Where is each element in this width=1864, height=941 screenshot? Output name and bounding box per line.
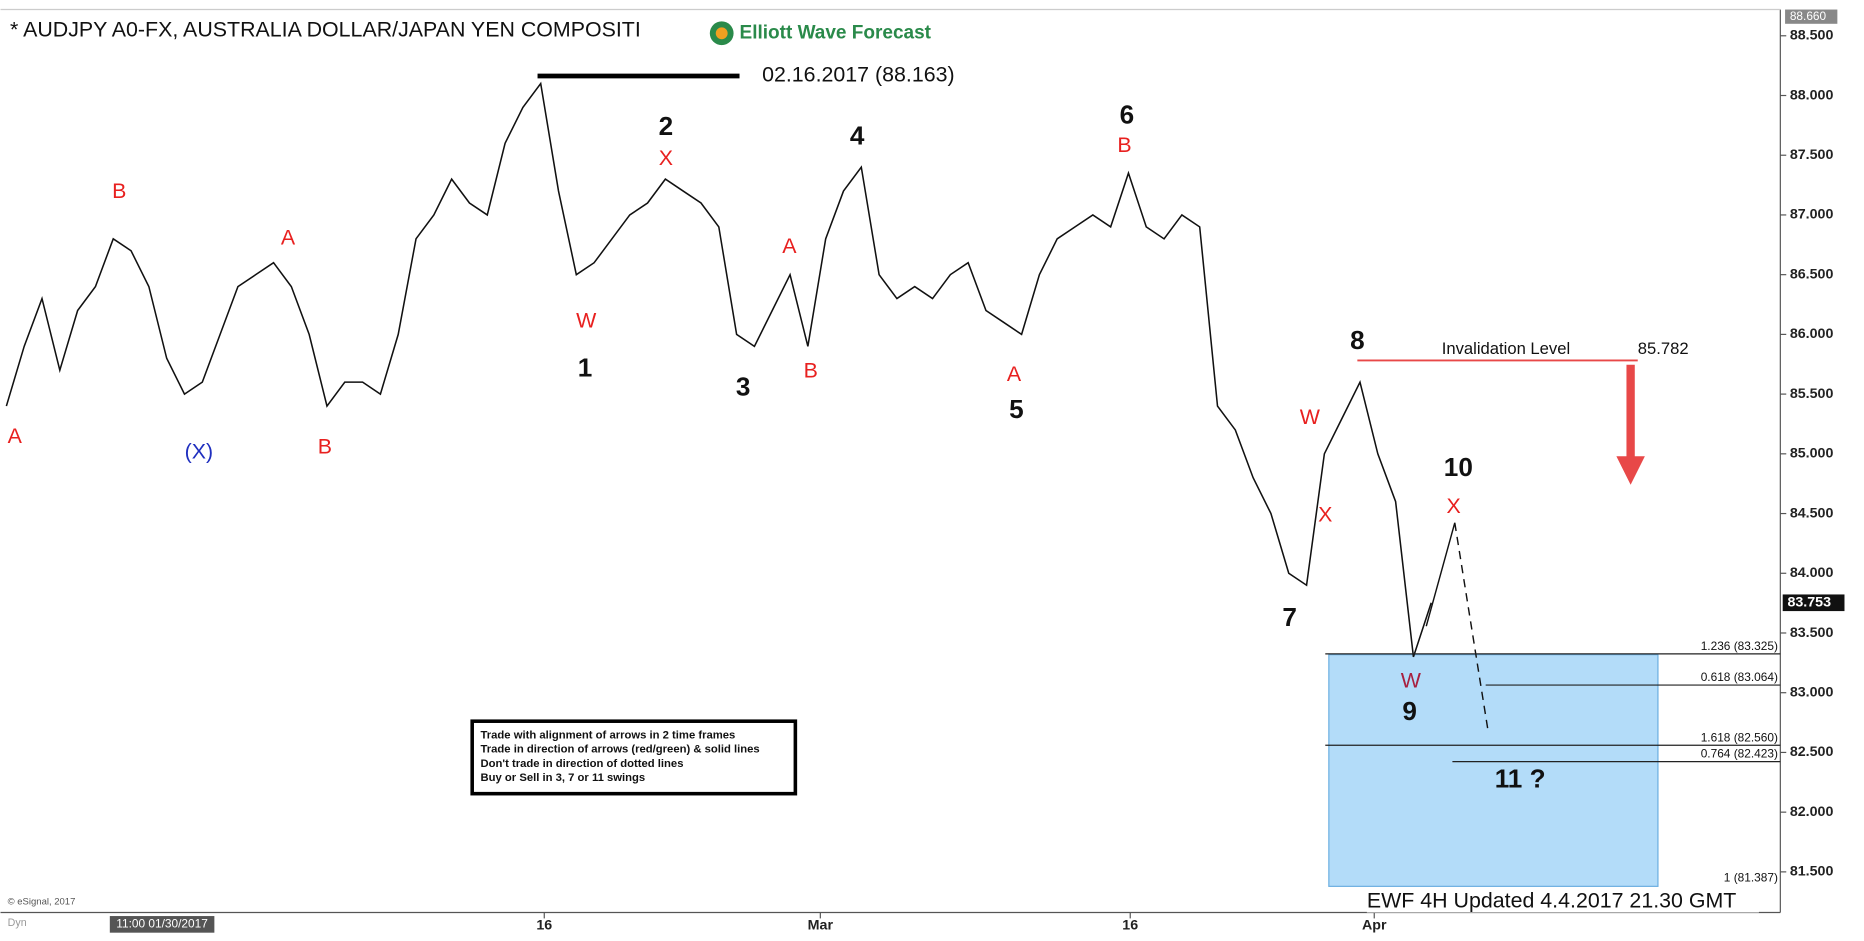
wave-label: W xyxy=(576,309,597,333)
y-tick-label: 88.500 xyxy=(1790,28,1834,44)
rules-box xyxy=(470,719,798,796)
y-tick-label: 87.000 xyxy=(1790,207,1834,223)
logo-text: Elliott Wave Forecast xyxy=(740,22,932,43)
fib-label: 1.236 (83.325) xyxy=(1701,639,1778,653)
y-tick-label: 82.000 xyxy=(1790,804,1834,820)
wave-label: 5 xyxy=(1009,394,1024,424)
x-tick-label: Apr xyxy=(1362,917,1387,933)
y-tick-label: 81.500 xyxy=(1790,864,1834,880)
y-tick-label: 82.500 xyxy=(1790,744,1834,760)
fib-label: 1.618 (82.560) xyxy=(1701,730,1778,744)
y-tick-label: 83.000 xyxy=(1790,684,1834,700)
projection-solid xyxy=(1425,522,1456,627)
cursor-label-bg xyxy=(109,916,215,933)
cursor-label: 11:00 01/30/2017 xyxy=(116,917,208,931)
wave-label: 11 ? xyxy=(1495,764,1546,794)
chart-title: * AUDJPY A0-FX, AUSTRALIA DOLLAR/JAPAN Y… xyxy=(10,18,641,42)
wave-label: B xyxy=(804,359,818,383)
wave-label: A xyxy=(281,225,296,249)
footer: EWF 4H Updated 4.4.2017 21.30 GMT xyxy=(1367,888,1737,912)
wave-label: B xyxy=(318,435,332,459)
y-tick-label: 87.500 xyxy=(1790,147,1834,163)
x-tick-label: Mar xyxy=(808,917,834,933)
y-tick-label: 83.500 xyxy=(1790,625,1834,641)
target-zone xyxy=(1328,654,1659,887)
wave-label: B xyxy=(1117,133,1131,157)
y-tick-label: 85.000 xyxy=(1790,446,1834,462)
x-tick-label: 16 xyxy=(1122,917,1138,933)
wave-label: X xyxy=(659,146,673,170)
y-tick-label: 88.000 xyxy=(1790,87,1834,103)
rules-line: Buy or Sell in 3, 7 or 11 swings xyxy=(481,772,646,784)
projection-dashed xyxy=(1454,522,1489,731)
wave-label: 10 xyxy=(1444,452,1473,482)
wave-label: 9 xyxy=(1402,696,1417,726)
wave-label: 4 xyxy=(850,121,865,151)
copyright: © eSignal, 2017 xyxy=(8,896,76,907)
wave-label: B xyxy=(112,179,126,203)
wave-label: A xyxy=(8,424,23,448)
wave-label: 1 xyxy=(578,352,593,382)
y-tick-label: 84.500 xyxy=(1790,505,1834,521)
wave-label: W xyxy=(1300,405,1321,429)
fib-label: 0.764 (82.423) xyxy=(1701,747,1778,761)
y-tick-label: 86.500 xyxy=(1790,266,1834,282)
wave-label: 7 xyxy=(1282,602,1297,632)
x-tick-label: 16 xyxy=(536,917,552,933)
high-label: 02.16.2017 (88.163) xyxy=(762,63,955,87)
wave-label: X xyxy=(1446,494,1460,518)
wave-label: (X) xyxy=(185,439,213,463)
wave-label: 6 xyxy=(1120,99,1135,129)
y-top-marker-bg xyxy=(1785,9,1838,24)
last-price-label: 83.753 xyxy=(1787,595,1831,611)
y-tick-label: 84.000 xyxy=(1790,565,1834,581)
y-tick-label: 85.500 xyxy=(1790,386,1834,402)
price-line xyxy=(5,81,1432,658)
logo-icon-inner xyxy=(715,27,728,40)
wave-label: W xyxy=(1401,669,1422,693)
last-price-bg xyxy=(1782,594,1845,612)
down-arrow-head xyxy=(1616,456,1645,485)
corner-label: Dyn xyxy=(8,917,27,929)
y-tick-label: 86.000 xyxy=(1790,326,1834,342)
rules-line: Trade with alignment of arrows in 2 time… xyxy=(481,729,736,741)
wave-label: 3 xyxy=(736,371,751,401)
wave-label: 8 xyxy=(1350,325,1365,355)
invalidation-label: Invalidation Level xyxy=(1442,339,1570,358)
wave-label: X xyxy=(1318,502,1332,526)
wave-label: A xyxy=(1007,362,1022,386)
wave-label: A xyxy=(782,234,797,258)
footer-bg xyxy=(1366,888,1759,913)
rules-line: Trade in direction of arrows (red/green)… xyxy=(481,744,760,756)
y-top-marker: 88.660 xyxy=(1790,9,1827,23)
wave-label: 2 xyxy=(659,111,674,141)
rules-line: Don't trade in direction of dotted lines xyxy=(481,758,684,770)
fib-label: 1 (81.387) xyxy=(1724,870,1778,884)
fib-label: 0.618 (83.064) xyxy=(1701,670,1778,684)
invalidation-value: 85.782 xyxy=(1638,339,1689,358)
